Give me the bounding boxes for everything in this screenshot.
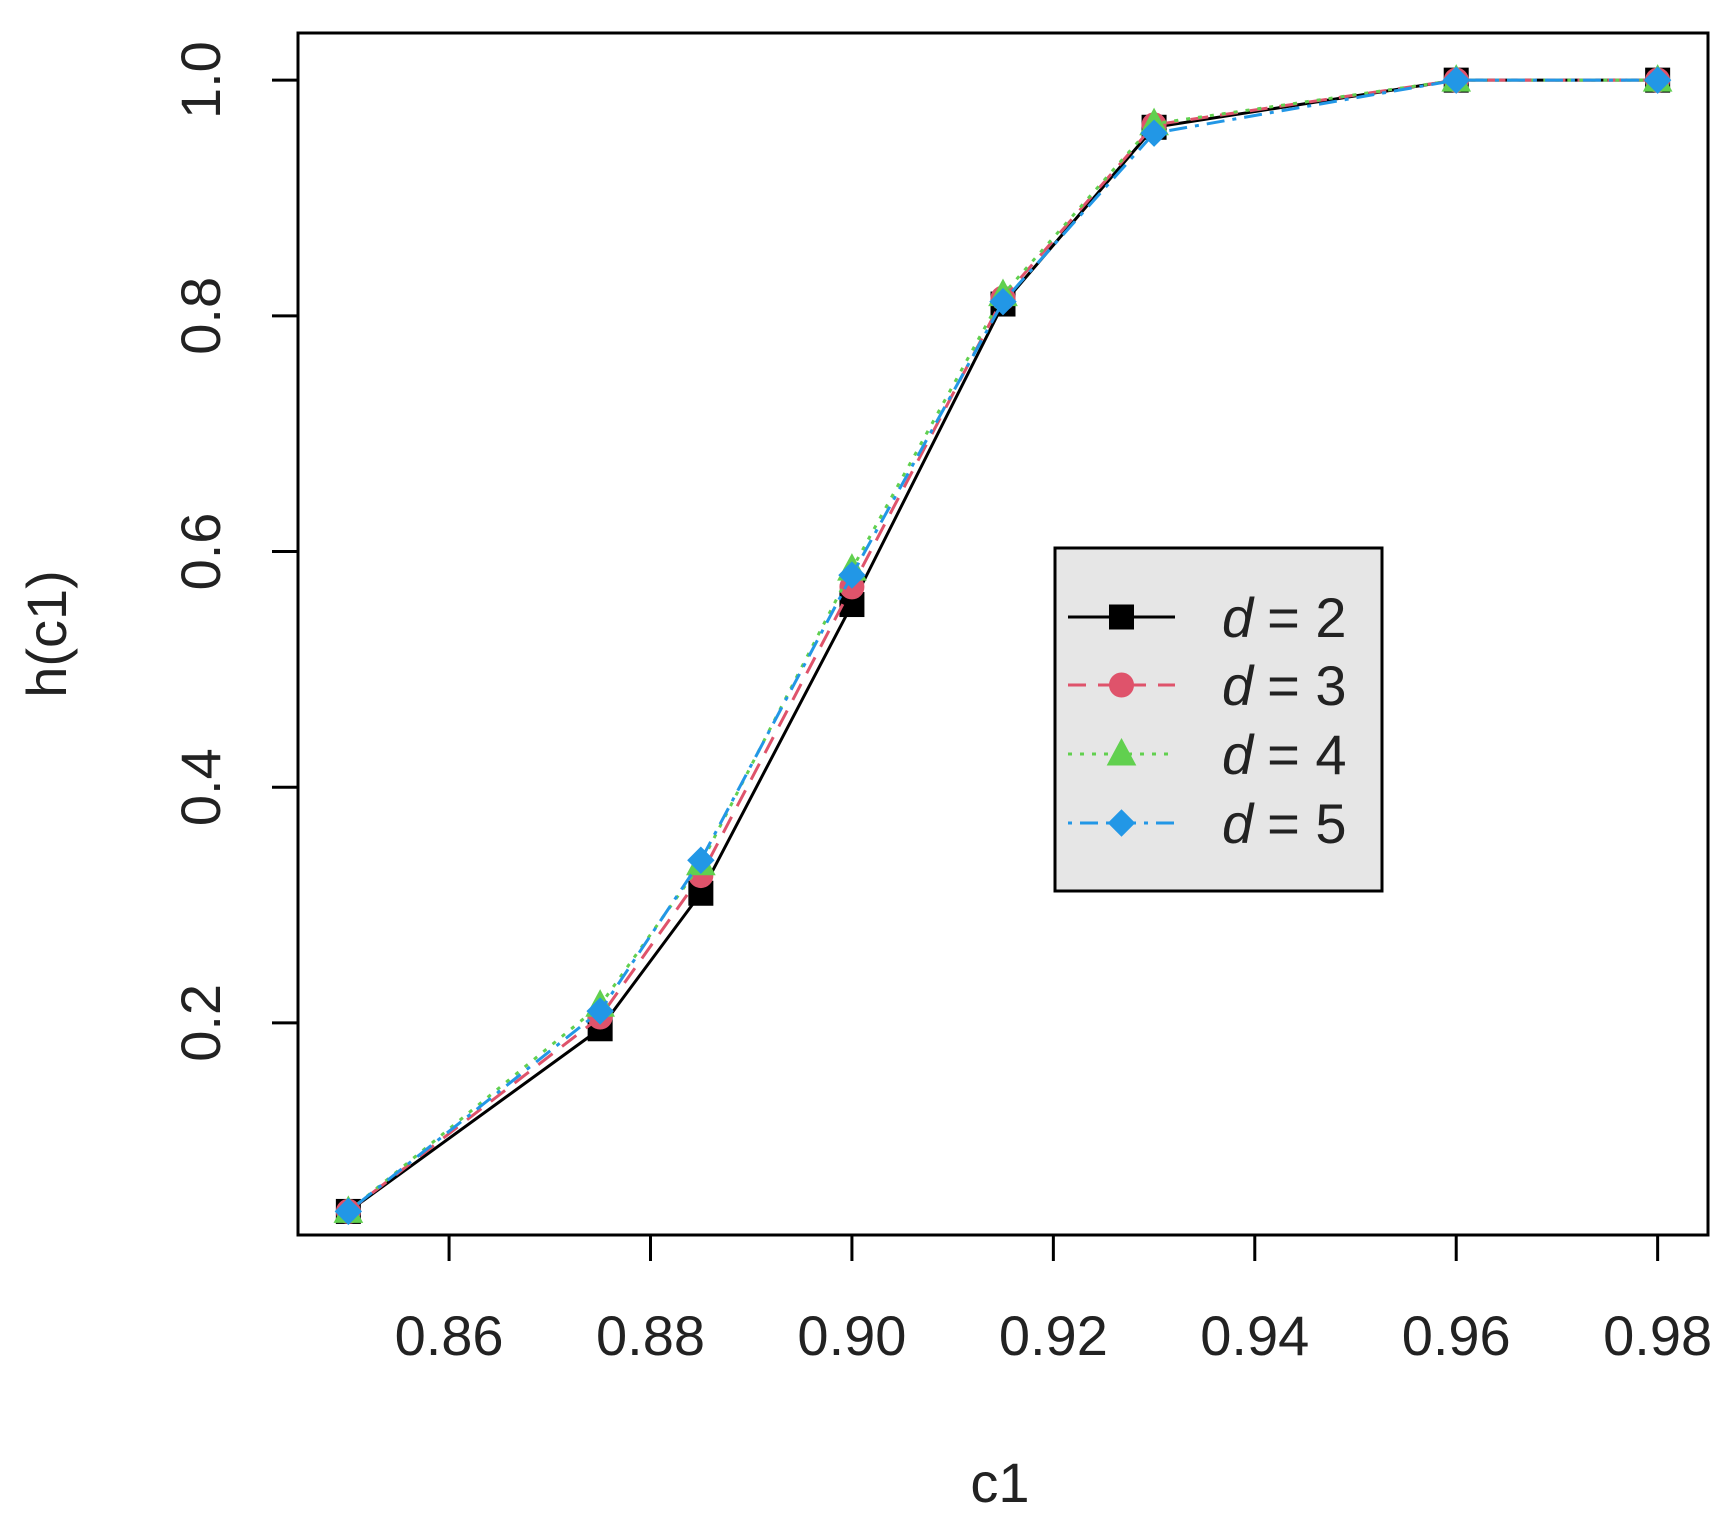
series-line <box>347 78 1658 1213</box>
y-tick-label: 0.4 <box>169 748 232 826</box>
x-tick-label: 0.88 <box>596 1304 705 1367</box>
data-point <box>1643 66 1672 94</box>
legend-value: = 3 <box>1267 654 1346 717</box>
legend-swatch-marker <box>1107 809 1136 837</box>
x-axis-label: c1 <box>970 1451 1029 1514</box>
y-tick-label: 0.2 <box>169 984 232 1062</box>
data-point <box>838 561 866 589</box>
y-tick-label: 0.8 <box>169 277 232 355</box>
data-point <box>334 1197 363 1226</box>
legend-swatch-marker <box>1106 737 1137 766</box>
legend-label: d = 5 <box>1222 792 1347 855</box>
y-tick-label: 1.0 <box>169 41 232 119</box>
y-axis: 0.2 0.4 0.6 0.8 1.0 <box>169 41 298 1062</box>
data-point <box>586 997 614 1025</box>
series-d-2 <box>335 67 1671 1224</box>
series-d-5 <box>334 66 1672 1226</box>
legend-variable: d <box>1222 723 1255 786</box>
series-layer <box>333 64 1673 1226</box>
legend-value: = 4 <box>1267 723 1346 786</box>
legend-label: d = 3 <box>1222 654 1347 717</box>
legend-value: = 2 <box>1267 586 1346 649</box>
series-line <box>347 78 1658 1213</box>
x-axis: 0.86 0.88 0.90 0.92 0.94 0.96 0.98 <box>395 1235 1712 1367</box>
legend-swatch-marker <box>1109 604 1134 630</box>
legend-variable: d <box>1222 654 1255 717</box>
x-tick-label: 0.94 <box>1200 1304 1309 1367</box>
legend-variable: d <box>1222 792 1255 855</box>
legend-variable: d <box>1222 586 1255 649</box>
legend-label: d = 2 <box>1222 586 1347 649</box>
series-line <box>347 78 1658 1213</box>
y-axis-label: h(c1) <box>15 570 78 698</box>
x-tick-label: 0.98 <box>1603 1304 1712 1367</box>
data-point <box>1140 119 1168 147</box>
legend-value: = 5 <box>1267 792 1346 855</box>
x-tick-label: 0.96 <box>1402 1304 1511 1367</box>
plot-area-frame <box>296 31 1710 1237</box>
x-tick-label: 0.90 <box>797 1304 906 1367</box>
x-tick-label: 0.86 <box>395 1304 504 1367</box>
series-d-4 <box>333 64 1673 1223</box>
legend-label: d = 4 <box>1222 723 1347 786</box>
legend-swatch-marker <box>1109 672 1134 698</box>
legend: d = 2d = 3d = 4d = 5 <box>1053 546 1384 893</box>
y-tick-label: 0.6 <box>169 513 232 591</box>
series-d-3 <box>335 67 1671 1224</box>
series-line <box>347 78 1658 1213</box>
x-tick-label: 0.92 <box>999 1304 1108 1367</box>
data-point <box>1442 66 1470 94</box>
data-point <box>687 846 715 874</box>
data-point <box>989 287 1017 316</box>
